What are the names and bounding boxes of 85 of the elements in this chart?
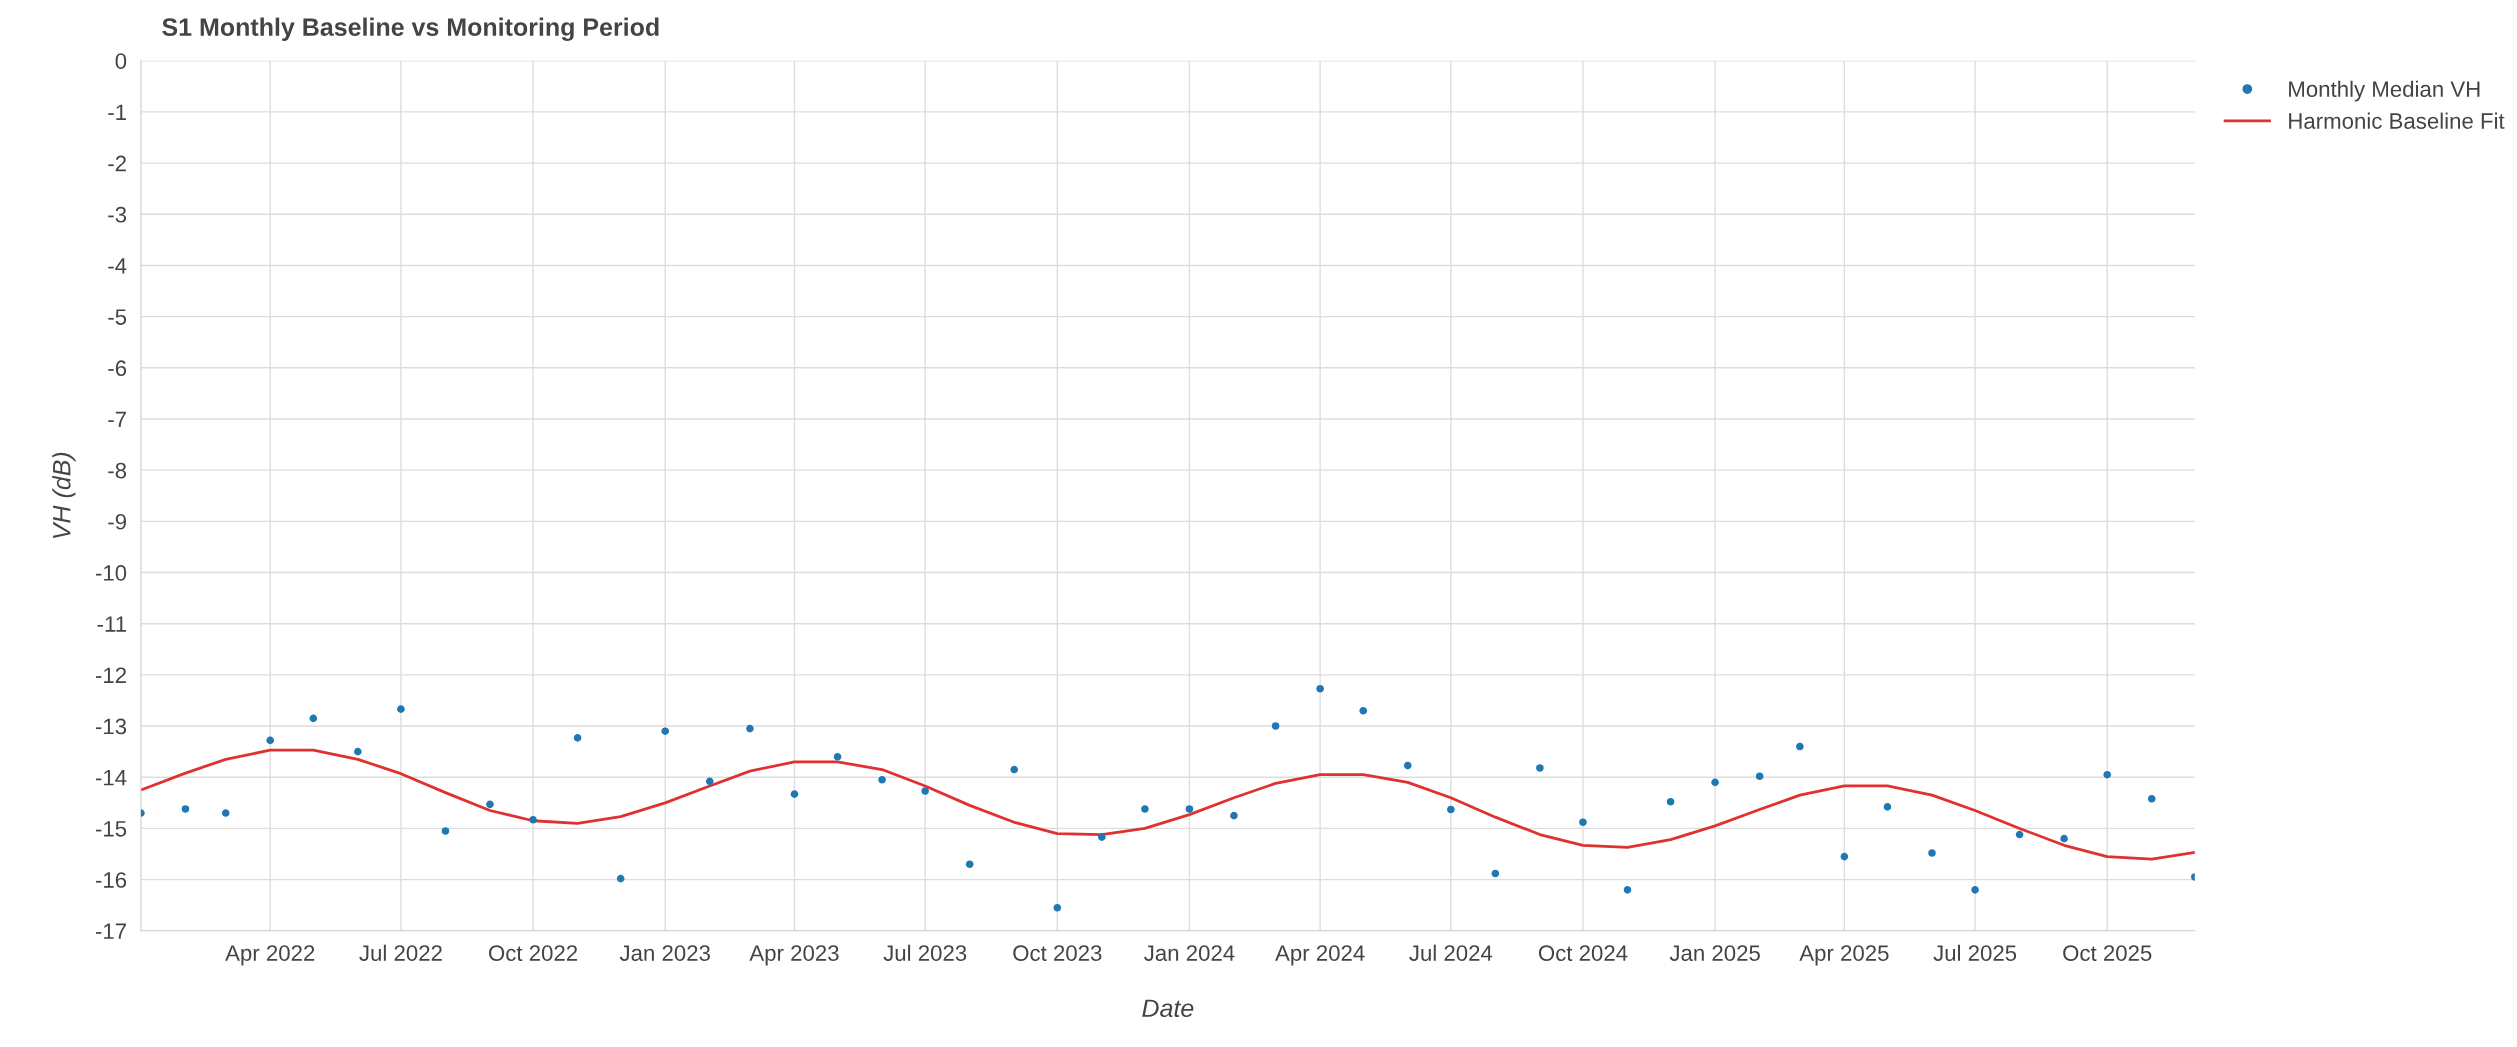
y-tick-label: -14 <box>95 770 127 786</box>
x-tick-label: Apr 2025 <box>1799 945 1889 966</box>
x-tick-label: Apr 2024 <box>1275 945 1365 966</box>
point <box>1928 849 1936 857</box>
point <box>573 734 582 742</box>
x-tick-label: Jul 2023 <box>883 944 967 961</box>
point <box>790 790 799 798</box>
point <box>529 815 537 824</box>
x-tick-label: Jul 2022 <box>359 944 442 961</box>
point <box>1579 818 1587 827</box>
x-tick-label: Jan 2025 <box>1669 945 1760 961</box>
point <box>1623 886 1632 894</box>
chart-title: S1 Monthly Baseline vs Monitoring Period <box>162 17 659 42</box>
point <box>1185 805 1194 813</box>
y-tick-label: -7 <box>108 411 126 428</box>
y-tick-label: -13 <box>95 718 127 735</box>
point <box>705 777 714 786</box>
point <box>1141 805 1149 813</box>
point <box>1098 833 1106 841</box>
legend-label: Harmonic Baseline Fit <box>2289 112 2505 129</box>
point <box>1883 803 1892 811</box>
point <box>221 809 230 817</box>
y-tick-label: -6 <box>108 360 127 377</box>
y-axis-title: VH (dB) <box>52 452 76 539</box>
point <box>1711 778 1719 787</box>
point <box>486 800 494 809</box>
y-tick-label: 0 <box>115 53 127 69</box>
point <box>266 736 275 745</box>
point <box>354 747 362 756</box>
point <box>616 874 625 883</box>
x-tick-label: Jan 2023 <box>619 945 710 961</box>
y-tick-label: -5 <box>108 309 127 325</box>
y-tick-label: -12 <box>95 667 126 683</box>
x-tick-label: Oct 2024 <box>1538 945 1628 961</box>
point <box>2060 834 2068 843</box>
y-tick-label: -10 <box>95 565 127 581</box>
y-tick-label: -2 <box>108 155 126 172</box>
point <box>661 727 669 735</box>
x-tick-label: Jan 2024 <box>1144 945 1235 961</box>
point <box>397 705 405 713</box>
point <box>1010 765 1019 774</box>
point <box>1316 684 1324 693</box>
y-tick-label: -4 <box>108 258 127 274</box>
x-tick-label: Apr 2022 <box>225 945 315 966</box>
point <box>2103 770 2112 779</box>
point <box>1796 742 1804 751</box>
point <box>2147 794 2156 803</box>
point <box>746 724 754 733</box>
x-tick-label: Jul 2025 <box>1933 944 2017 961</box>
line-series <box>140 748 2195 861</box>
point <box>181 805 190 813</box>
y-tick-label: -3 <box>108 206 127 223</box>
point <box>833 752 842 761</box>
point <box>1403 761 1412 770</box>
x-axis-title: Date <box>1142 999 1194 1018</box>
point <box>1666 798 1675 806</box>
point <box>878 776 886 784</box>
x-tick-label: Apr 2023 <box>749 945 839 966</box>
point <box>921 787 929 795</box>
point <box>441 827 450 835</box>
point <box>2015 830 2024 839</box>
x-tick-label: Oct 2022 <box>489 945 578 961</box>
point <box>1053 903 1062 912</box>
point <box>1840 852 1849 861</box>
y-tick-label: -15 <box>95 821 127 837</box>
point <box>1230 811 1238 820</box>
y-tick-label: -1 <box>108 104 126 120</box>
y-tick-label: -8 <box>108 462 127 479</box>
point <box>309 714 318 723</box>
point <box>965 860 974 869</box>
point <box>1271 722 1280 730</box>
point <box>1971 886 1979 894</box>
x-tick-label: Jul 2024 <box>1409 944 1493 961</box>
x-tick-label: Oct 2025 <box>2063 945 2152 961</box>
point <box>1447 805 1455 814</box>
x-tick-label: Oct 2023 <box>1013 945 1102 961</box>
point <box>1536 764 1544 772</box>
y-tick-label: -9 <box>108 513 127 530</box>
legend-label: Monthly Median VH <box>2289 80 2480 102</box>
y-tick-label: -11 <box>97 616 126 632</box>
y-tick-label: -16 <box>95 872 127 888</box>
y-tick-label: -17 <box>95 923 126 939</box>
point <box>1755 772 1764 781</box>
point <box>1359 706 1368 715</box>
point <box>1491 869 1500 878</box>
